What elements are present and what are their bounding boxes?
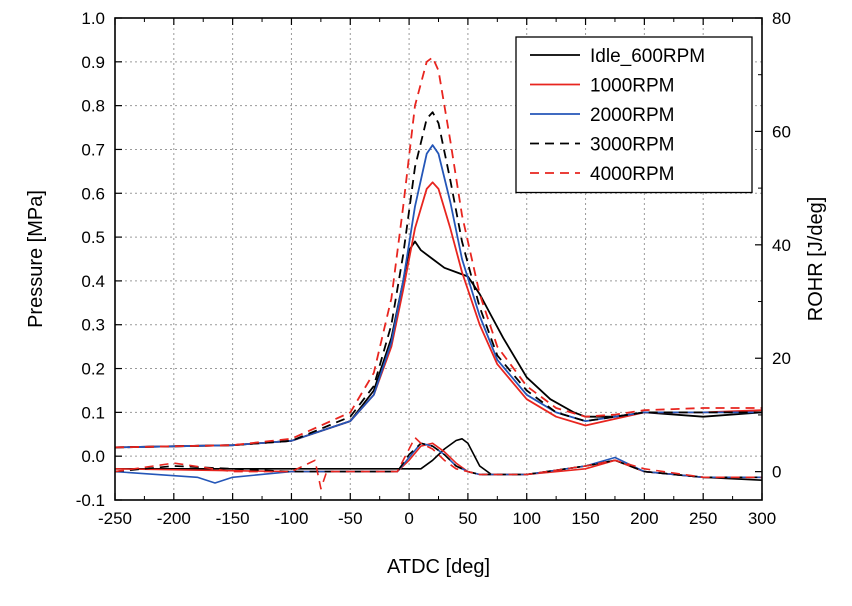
series-rohr-4 xyxy=(114,436,762,490)
x-tick-label: 100 xyxy=(513,509,541,528)
legend-label: 4000RPM xyxy=(590,164,675,185)
y-tick-label: 0.1 xyxy=(81,403,105,422)
x-tick-label: -100 xyxy=(274,509,308,528)
legend-label: 2000RPM xyxy=(590,105,675,126)
series-pressure-4 xyxy=(114,56,762,449)
series-pressure-2 xyxy=(114,144,762,449)
tick-labels: -250 -200 -150 -100 -50 0 50 100 150 200 250 300-0.… xyxy=(76,9,791,528)
legend-label: 1000RPM xyxy=(590,76,675,97)
y2-tick-label: 80 xyxy=(772,9,791,28)
x-tick-label: 0 xyxy=(404,509,413,528)
x-tick-label: 50 xyxy=(458,509,477,528)
y-tick-label: 0.2 xyxy=(81,360,105,379)
y-tick-label: 0.8 xyxy=(81,97,105,116)
x-tick-label: -50 xyxy=(338,509,363,528)
y-tick-label: 0.6 xyxy=(81,184,105,203)
y-tick-label: 0.5 xyxy=(81,228,105,247)
y-tick-label: 0.9 xyxy=(81,53,105,72)
y-tick-label: 0.0 xyxy=(81,447,105,466)
y2-tick-label: 60 xyxy=(772,122,791,141)
y-tick-label: -0.1 xyxy=(76,491,105,510)
y2-axis-title: ROHR [J/deg] xyxy=(805,197,827,321)
y-tick-label: 0.3 xyxy=(81,316,105,335)
y-tick-label: 0.4 xyxy=(81,272,105,291)
x-tick-label: -250 xyxy=(98,509,132,528)
y-tick-label: 1.0 xyxy=(81,9,105,28)
series-rohr-2 xyxy=(114,442,762,484)
y-axis-title: Pressure [MPa] xyxy=(25,190,47,328)
x-axis-title: ATDC [deg] xyxy=(387,556,490,578)
legend: Idle_600RPM 1000RPM 2000RPM 3000RPM 4000RPM xyxy=(515,36,753,194)
x-tick-label: 150 xyxy=(571,509,599,528)
y2-tick-label: 20 xyxy=(772,349,791,368)
y2-tick-label: 0 xyxy=(772,463,781,482)
x-tick-label: 200 xyxy=(630,509,658,528)
x-tick-label: -150 xyxy=(216,509,250,528)
legend-label: 3000RPM xyxy=(590,135,675,156)
series-layer xyxy=(114,56,763,490)
x-tick-label: -200 xyxy=(157,509,191,528)
y-tick-label: 0.7 xyxy=(81,140,105,159)
series-pressure-3 xyxy=(114,111,762,449)
ticks xyxy=(114,17,763,501)
legend-label: Idle_600RPM xyxy=(590,46,705,67)
x-tick-label: 250 xyxy=(689,509,717,528)
y2-tick-label: 40 xyxy=(772,236,791,255)
x-tick-label: 300 xyxy=(748,509,776,528)
